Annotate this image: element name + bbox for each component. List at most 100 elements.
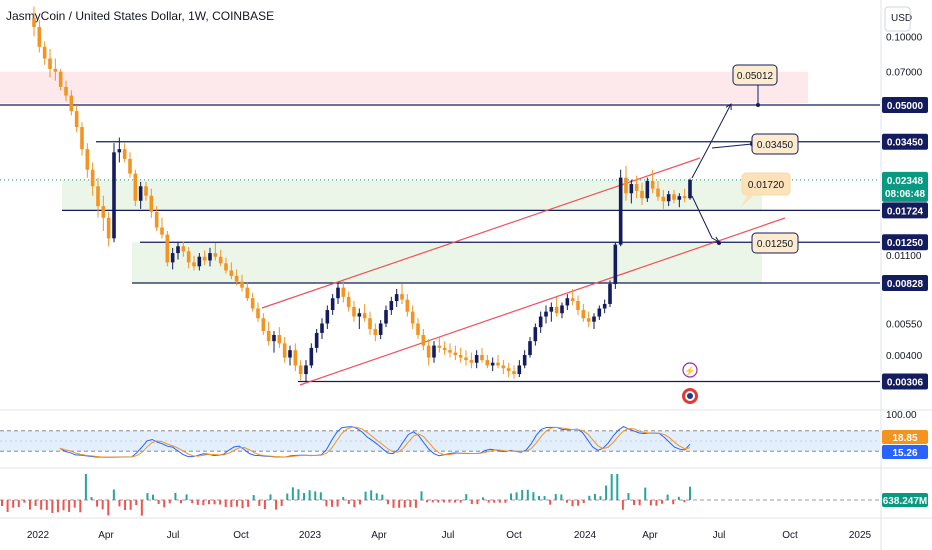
level-tag-label: 0.05000	[887, 101, 924, 112]
candle-body	[288, 350, 292, 358]
candle-body	[272, 334, 276, 342]
candle-body	[538, 316, 543, 328]
x-tick: 2023	[299, 530, 322, 541]
x-tick: Jul	[442, 530, 455, 541]
candle-body	[682, 196, 687, 199]
candle-body	[613, 244, 618, 284]
level-tag	[882, 275, 928, 291]
volume-bar	[549, 500, 552, 505]
projection-arrow-up	[691, 103, 732, 179]
level-tag-label: 0.00306	[887, 378, 924, 389]
volume-bar	[347, 500, 350, 504]
volume-bar	[157, 500, 160, 504]
volume-bar	[258, 500, 261, 506]
candle-body	[250, 298, 255, 309]
volume-bar	[303, 493, 306, 500]
volume-bar	[672, 500, 675, 505]
candle-body	[37, 26, 42, 47]
candle-body	[416, 323, 420, 335]
volume-bar	[543, 496, 546, 500]
candle-body	[352, 306, 356, 317]
target-label: 0.01250	[757, 239, 794, 250]
target-label-box	[741, 172, 791, 196]
volume-bar	[593, 493, 596, 500]
candle-body	[90, 169, 95, 187]
candle-body	[624, 177, 628, 194]
candle-body	[544, 311, 548, 317]
candle-body	[298, 365, 303, 375]
candle-body	[192, 262, 196, 267]
candle-body	[309, 347, 314, 366]
candle-body	[485, 360, 490, 366]
volume-bar	[638, 500, 641, 506]
candle-body	[464, 357, 468, 361]
candle-body	[602, 303, 607, 309]
candle-body	[432, 345, 436, 358]
volume-bar	[6, 500, 9, 512]
candle-body	[490, 362, 495, 366]
volume-bar	[152, 494, 155, 500]
candle-body	[122, 149, 127, 159]
candle-body	[229, 270, 234, 276]
volume-bar	[163, 500, 166, 508]
candle-body	[336, 287, 340, 299]
volume-bar	[666, 494, 669, 500]
price-tick: 0.00550	[886, 319, 923, 330]
volume-bar	[269, 494, 272, 500]
candle-body	[528, 341, 532, 356]
candle-body	[362, 313, 367, 319]
volume-bar	[325, 500, 328, 507]
volume-bar	[291, 487, 294, 500]
candle-body	[389, 301, 394, 311]
volume-bar	[336, 500, 339, 507]
candle-body	[154, 211, 159, 228]
candle-body	[480, 355, 484, 361]
candle-body	[373, 329, 378, 335]
volume-bar	[297, 489, 300, 500]
candle-body	[138, 186, 143, 201]
volume-bar	[526, 489, 529, 500]
candle-body	[149, 195, 154, 212]
candle-body	[405, 299, 410, 312]
volume-bar	[532, 492, 535, 500]
volume-bar	[470, 500, 473, 504]
candle-body	[101, 206, 106, 218]
target-dot	[717, 241, 721, 245]
candle-body	[640, 190, 644, 199]
candle-body	[314, 332, 319, 348]
x-tick: Jul	[713, 530, 726, 541]
volume-bar	[319, 492, 322, 500]
volume-bar	[571, 500, 574, 507]
volume-bar	[510, 493, 513, 500]
candle-body	[106, 217, 111, 239]
volume-bar	[331, 500, 334, 507]
volume-bar	[442, 500, 445, 503]
volume-bar	[146, 493, 149, 500]
volume-bar	[364, 491, 367, 500]
chart-title: JasmyCoin / United States Dollar, 1W, CO…	[6, 9, 275, 23]
volume-bar	[12, 500, 15, 508]
volume-bar	[40, 500, 43, 510]
volume-value: 638.247M	[883, 496, 927, 507]
volume-bar	[247, 500, 250, 507]
volume-bar	[398, 500, 401, 508]
volume-bar	[314, 491, 317, 500]
x-tick: Jul	[167, 530, 180, 541]
bar-countdown: 08:06:48	[885, 189, 925, 200]
candle-body	[53, 68, 58, 72]
volume-bar	[219, 500, 222, 505]
volume-bar	[644, 487, 647, 500]
volume-bar	[1, 500, 3, 506]
candle-body	[64, 86, 68, 96]
volume-bar	[403, 500, 406, 508]
target-label-box	[732, 64, 778, 86]
volume-bar	[616, 474, 619, 500]
volume-bar	[140, 500, 143, 516]
oscillator-k-tag	[882, 445, 928, 459]
volume-bar	[431, 500, 434, 503]
candle-body	[410, 311, 415, 324]
volume-bar	[235, 500, 238, 507]
volume-bar	[79, 500, 82, 513]
candle-body	[234, 275, 239, 282]
